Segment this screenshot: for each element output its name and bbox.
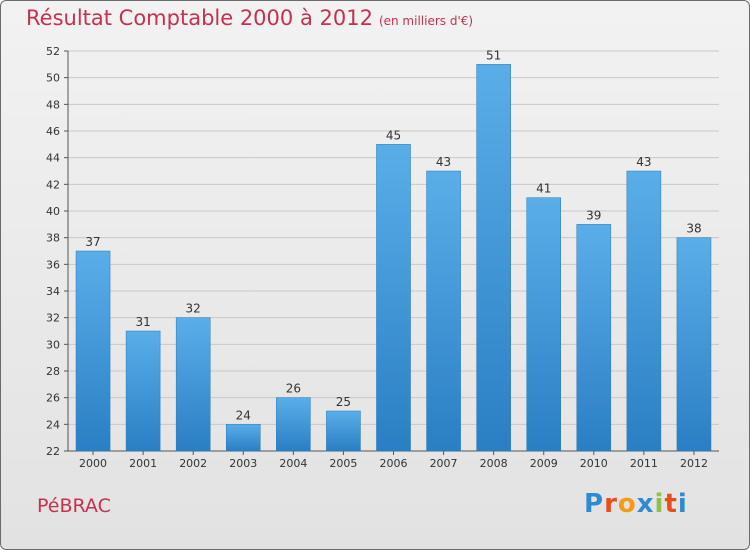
y-tick-label: 22 <box>46 445 60 458</box>
bar-2010 <box>576 224 612 452</box>
x-tick-label-2001: 2001 <box>129 457 157 470</box>
data-label-2008: 51 <box>486 48 501 62</box>
data-label-2002: 32 <box>186 302 201 316</box>
data-label-2012: 38 <box>686 222 701 236</box>
y-tick-label: 44 <box>46 152 60 165</box>
y-tick-label: 48 <box>46 98 60 111</box>
logo-letter: P <box>584 489 605 519</box>
data-label-2001: 31 <box>135 315 150 329</box>
proxiti-logo[interactable]: Proxiti <box>584 489 688 519</box>
data-label-2003: 24 <box>236 408 251 422</box>
bar-2000 <box>75 250 111 452</box>
chart-subtitle: (en milliers d'€) <box>378 14 474 28</box>
chart-title: Résultat Comptable 2000 à 2012 (en millie… <box>26 6 473 30</box>
x-tick-label-2004: 2004 <box>279 457 307 470</box>
x-tick-label-2009: 2009 <box>530 457 558 470</box>
y-tick-label: 46 <box>46 125 60 138</box>
x-tick-label-2006: 2006 <box>380 457 408 470</box>
y-tick-label: 38 <box>46 232 60 245</box>
data-label-2009: 41 <box>536 182 551 196</box>
bar-2004 <box>276 397 311 452</box>
logo-letter: r <box>604 489 618 519</box>
bar-2009 <box>526 197 562 452</box>
data-label-2007: 43 <box>436 155 451 169</box>
title-text: Résultat Comptable 2000 à 2012 <box>26 6 373 30</box>
bar-2005 <box>326 410 361 452</box>
bar-2011 <box>626 170 662 452</box>
x-tick-label-2008: 2008 <box>480 457 508 470</box>
bar-2007 <box>426 170 461 452</box>
bar-2008 <box>476 64 511 452</box>
logo-letter: x <box>636 489 655 519</box>
bars: 37 31 32 24 26 25 45 43 51 41 39 43 38 <box>75 48 712 452</box>
x-tick-label-2002: 2002 <box>179 457 207 470</box>
y-tick-label: 42 <box>46 178 60 191</box>
logo-letter: t <box>664 489 678 519</box>
commune-name: PéBRAC <box>37 495 111 517</box>
y-tick-label: 24 <box>46 418 60 431</box>
bar-2012 <box>676 237 712 452</box>
y-tick-label: 26 <box>46 392 60 405</box>
y-tick-label: 36 <box>46 258 60 271</box>
data-label-2006: 45 <box>386 128 401 142</box>
y-tick-label: 52 <box>46 45 60 58</box>
data-label-2011: 43 <box>636 155 651 169</box>
x-tick-label-2005: 2005 <box>329 457 357 470</box>
x-tick-label-2012: 2012 <box>680 457 708 470</box>
data-label-2010: 39 <box>586 208 601 222</box>
data-label-2000: 37 <box>85 235 100 249</box>
y-tick-label: 30 <box>46 338 60 351</box>
logo-letter: o <box>617 489 637 519</box>
bar-2003 <box>225 424 261 452</box>
data-label-2004: 26 <box>286 382 301 396</box>
x-tick-label-2010: 2010 <box>580 457 608 470</box>
y-tick-label: 50 <box>46 72 60 85</box>
x-tick-label-2011: 2011 <box>630 457 658 470</box>
logo-letter: i <box>677 489 688 519</box>
bar-2001 <box>125 330 161 452</box>
y-tick-label: 40 <box>46 205 60 218</box>
y-tick-label: 32 <box>46 312 60 325</box>
x-tick-label-2000: 2000 <box>79 457 107 470</box>
y-tick-label: 28 <box>46 365 60 378</box>
y-tick-label: 34 <box>46 285 60 298</box>
bar-2006 <box>376 144 411 452</box>
logo-letter: i <box>654 489 665 519</box>
x-tick-label-2007: 2007 <box>430 457 458 470</box>
data-label-2005: 25 <box>336 395 351 409</box>
x-tick-label-2003: 2003 <box>229 457 257 470</box>
bar-2002 <box>175 317 211 452</box>
